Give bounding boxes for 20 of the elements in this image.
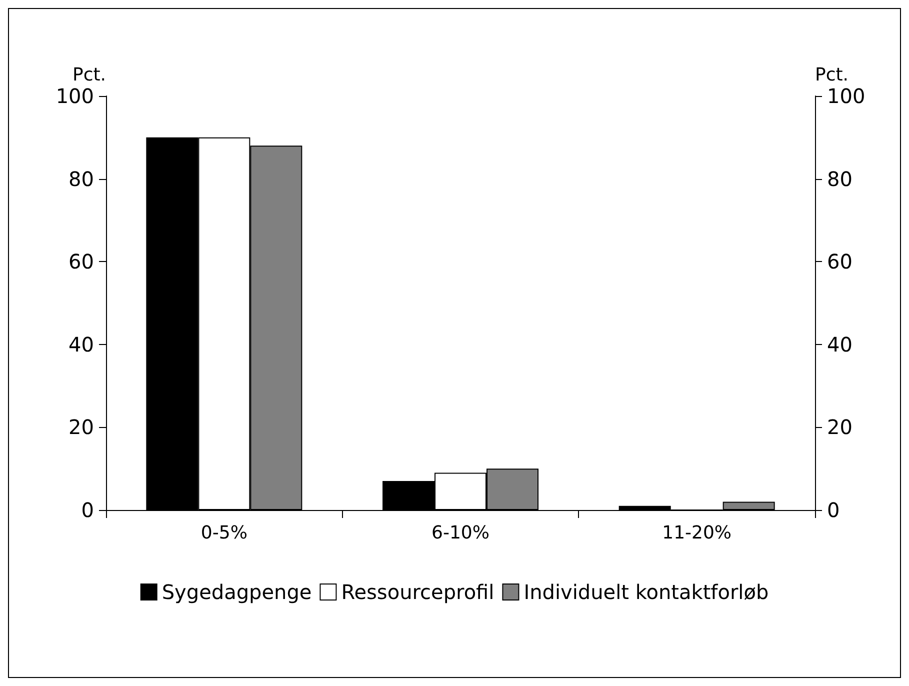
y2-tick-label: 100 xyxy=(827,84,866,108)
y2-tick-label: 20 xyxy=(827,415,852,440)
y2-axis-title: Pct. xyxy=(815,64,849,86)
legend-label: Sygedagpenge xyxy=(162,580,312,604)
x-tick-label: 11-20% xyxy=(662,522,732,544)
y-tick-label: 100 xyxy=(56,84,94,108)
x-tick-label: 0-5% xyxy=(200,522,248,544)
legend-label: Individuelt kontaktforløb xyxy=(524,580,769,604)
x-tick-label: 6-10% xyxy=(432,522,490,544)
y-tick-label: 80 xyxy=(68,166,94,191)
y2-tick-label: 40 xyxy=(827,332,852,356)
y-tick-label: 20 xyxy=(68,415,94,440)
y2-tick-label: 80 xyxy=(827,166,852,191)
y2-tick-label: 60 xyxy=(827,250,852,274)
y-tick-label: 40 xyxy=(68,332,94,356)
y-axis-title: Pct. xyxy=(72,64,106,86)
legend-label: Ressourceprofil xyxy=(341,580,494,604)
y-tick-label: 60 xyxy=(68,250,94,274)
y2-tick-label: 0 xyxy=(827,498,840,522)
y-tick-label: 0 xyxy=(81,498,94,522)
